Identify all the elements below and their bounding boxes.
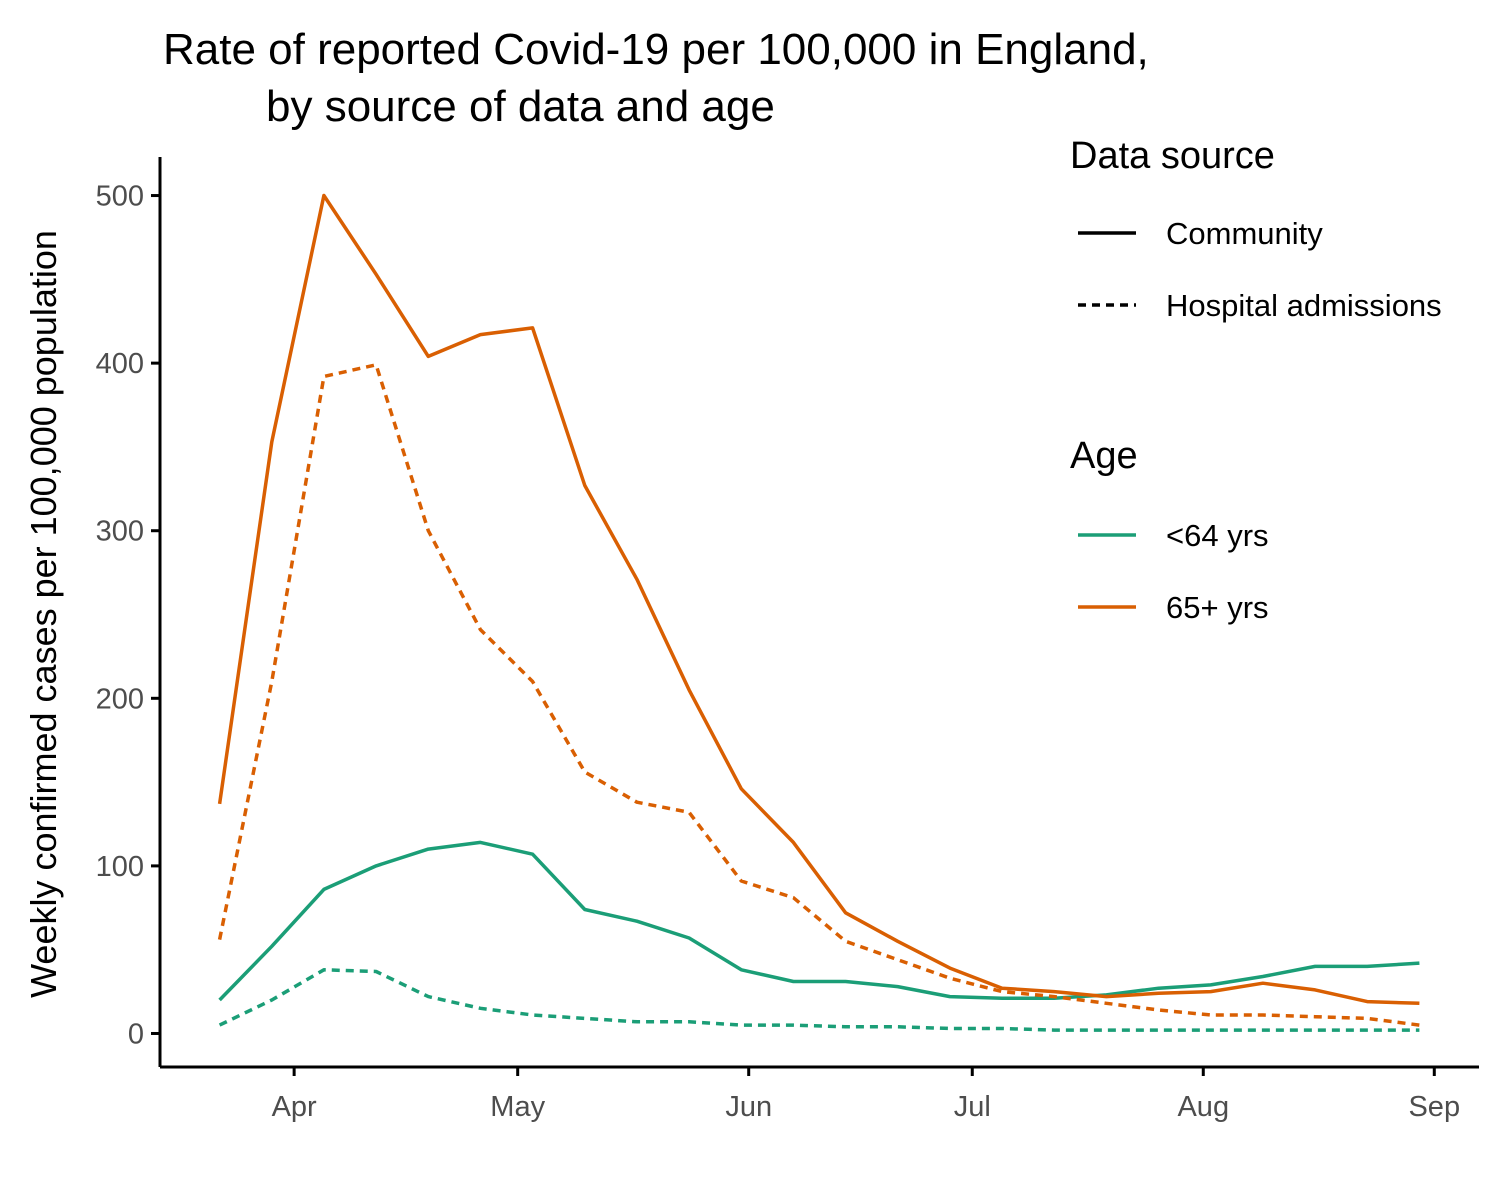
x-tick-label-jul: Jul <box>954 1091 991 1123</box>
series-line-age-65-plus-hospital-admissions <box>217 363 1420 1027</box>
series-line-age-under-64-community <box>218 840 1420 1002</box>
legend-label-community: Community <box>1166 216 1323 251</box>
y-axis-ticks: 0 100 200 300 400 500 <box>96 181 160 1050</box>
series-line-age-65-plus-community <box>217 193 1420 1006</box>
x-axis-ticks: Apr May Jun Jul Aug Sep <box>272 1067 1460 1123</box>
x-tick-label-apr: Apr <box>272 1091 317 1123</box>
series-layer <box>217 193 1420 1032</box>
y-tick-label-0: 0 <box>128 1018 144 1050</box>
legend-title-1: Age <box>1070 435 1138 477</box>
y-tick-label-200: 200 <box>96 683 144 715</box>
legend: Data source Community Hospital admissions A… <box>1070 135 1442 625</box>
y-tick-label-500: 500 <box>96 181 144 213</box>
legend-title-0: Data source <box>1070 135 1275 177</box>
chart-title-line-1: Rate of reported Covid-19 per 100,000 in… <box>163 25 1149 74</box>
y-tick-label-100: 100 <box>96 851 144 883</box>
x-tick-label-sep: Sep <box>1408 1091 1460 1123</box>
chart-title-line-2: by source of data and age <box>266 82 775 131</box>
x-tick-label-aug: Aug <box>1177 1091 1229 1123</box>
x-tick-label-may: May <box>490 1091 545 1123</box>
y-axis-title: Weekly confirmed cases per 100,000 popul… <box>23 230 64 998</box>
y-tick-label-300: 300 <box>96 516 144 548</box>
x-tick-label-jun: Jun <box>725 1091 772 1123</box>
series-line-age-under-64-hospital-admissions <box>218 968 1420 1032</box>
legend-label-65-yrs: 65+ yrs <box>1166 590 1269 625</box>
y-tick-label-400: 400 <box>96 348 144 380</box>
legend-label-hospital-admissions: Hospital admissions <box>1166 288 1442 323</box>
legend-label-64-yrs: <64 yrs <box>1166 518 1269 553</box>
